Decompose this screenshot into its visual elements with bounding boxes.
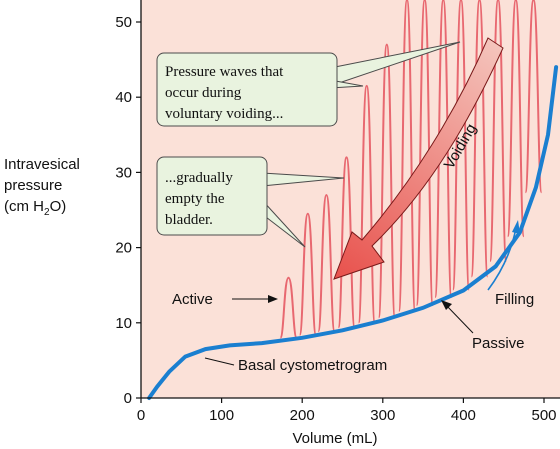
y-tick-label: 30 — [115, 164, 132, 181]
callout-1-text: Pressure waves that occur during volunta… — [165, 64, 287, 122]
y-tick-label: 0 — [124, 390, 132, 407]
callout-2-text: ...gradually empty the bladder. — [165, 170, 237, 228]
y-tick-label: 40 — [115, 89, 132, 106]
filling-label: Filling — [495, 291, 534, 308]
passive-pointer — [445, 304, 474, 334]
y-tick-label: 20 — [115, 240, 132, 257]
basal-pointer — [204, 357, 235, 366]
x-axis-ticks: 0 100 200 300 400 500 — [137, 398, 557, 424]
x-tick-label: 300 — [370, 407, 395, 424]
active-arrowhead — [268, 295, 278, 303]
pressure-wave-3 — [317, 193, 336, 333]
pressure-wave-9 — [434, 0, 453, 299]
pressure-wave-8 — [415, 0, 434, 307]
pressure-wave-7 — [397, 0, 417, 312]
x-tick-label: 500 — [531, 407, 556, 424]
pressure-wave-13 — [506, 0, 525, 238]
pressure-waves — [279, 0, 543, 339]
passive-arrowhead — [441, 300, 452, 310]
pressure-wave-6 — [377, 43, 396, 319]
pressure-wave-12 — [489, 0, 508, 262]
pressure-wave-14 — [524, 0, 543, 194]
callout-2-pointer-b — [261, 199, 306, 248]
y-tick-label: 50 — [115, 14, 132, 31]
voiding-arrow — [333, 37, 504, 280]
basal-label: Basal cystometrogram — [238, 357, 387, 374]
x-tick-label: 200 — [290, 407, 315, 424]
callout-1-box — [156, 52, 338, 127]
filling-arrowhead — [512, 220, 520, 234]
x-axis-label: Volume (mL) — [292, 430, 377, 447]
x-tick-label: 400 — [451, 407, 476, 424]
y-axis-ticks: 0 10 20 30 40 50 — [115, 14, 141, 407]
pressure-wave-2 — [298, 212, 317, 336]
basal-cystometrogram-line — [147, 65, 559, 400]
pressure-wave-11 — [470, 0, 489, 278]
active-label: Active — [172, 291, 213, 308]
pressure-wave-4 — [337, 156, 356, 329]
x-tick-label: 100 — [209, 407, 234, 424]
callout-2-pointer — [261, 172, 345, 187]
x-tick-label: 0 — [137, 407, 145, 424]
y-tick-label: 10 — [115, 315, 132, 332]
pressure-wave-1 — [279, 276, 298, 339]
callout-2-box — [156, 156, 268, 236]
y-axis-label: Intravesical pressure (cm H2O) — [4, 156, 80, 218]
passive-label: Passive — [472, 335, 525, 352]
filling-arrow — [487, 227, 517, 291]
callout-1-pointer — [329, 41, 461, 87]
pressure-wave-10 — [451, 0, 471, 291]
callout-1-pointer-b — [329, 79, 364, 89]
